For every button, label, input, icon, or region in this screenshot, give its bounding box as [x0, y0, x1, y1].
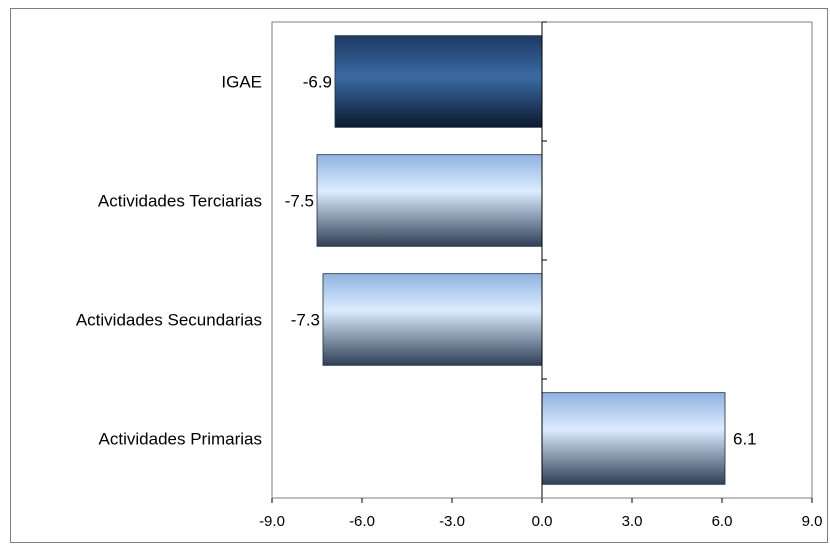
x-tick-label-4: 3.0	[622, 513, 643, 530]
category-label-0: IGAE	[221, 73, 262, 92]
bar-3	[541, 392, 726, 485]
x-tick-label-6: 9.0	[802, 513, 823, 530]
data-label-0: -6.9	[303, 73, 332, 92]
x-tick-label-1: -6.0	[349, 513, 375, 530]
category-label-1: Actividades Terciarias	[98, 192, 262, 211]
data-label-3: 6.1	[733, 430, 757, 449]
category-label-3: Actividades Primarias	[99, 430, 262, 449]
bar-2	[322, 273, 543, 366]
bar-1	[316, 154, 543, 247]
data-label-1: -7.5	[285, 192, 314, 211]
bar-0	[334, 35, 543, 128]
x-tick-label-0: -9.0	[259, 513, 285, 530]
x-tick-label-3: 0.0	[532, 513, 553, 530]
x-tick-label-2: -3.0	[439, 513, 465, 530]
category-label-2: Actividades Secundarias	[76, 311, 262, 330]
chart-frame	[10, 8, 828, 543]
x-tick-label-5: 6.0	[712, 513, 733, 530]
data-label-2: -7.3	[291, 311, 320, 330]
